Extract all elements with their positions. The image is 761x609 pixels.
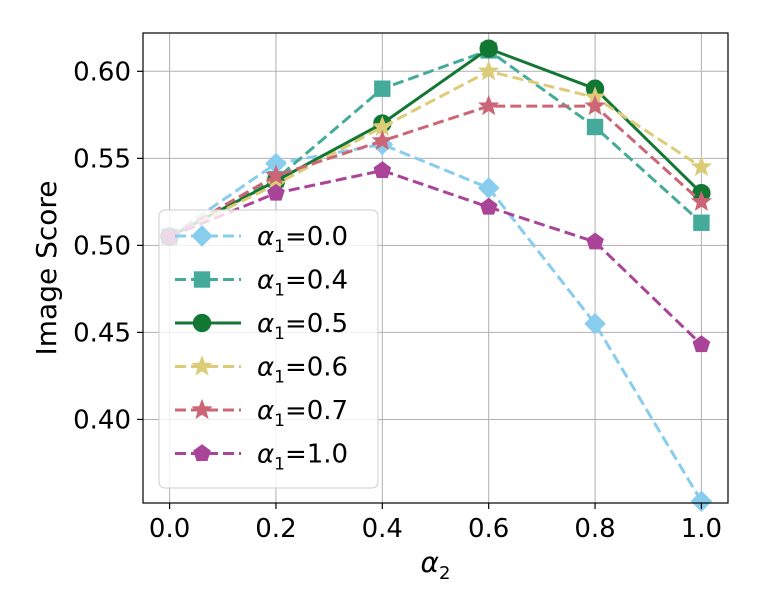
data-point-star (191, 355, 213, 376)
x-tick-label: 0.6 (468, 514, 509, 544)
x-axis-label: α2 (421, 546, 451, 584)
legend-label-subscript: 1 (274, 281, 285, 301)
legend-label-subscript: 1 (274, 411, 285, 431)
series-line (168, 46, 703, 238)
legend-label: α1=0.6 (257, 353, 348, 388)
data-point-diamond (191, 225, 213, 247)
legend: α1=0.0α1=0.4α1=0.5α1=0.6α1=0.7α1=1.0 (158, 209, 379, 489)
data-point-star (584, 94, 606, 116)
x-tick-label: 0.8 (574, 514, 615, 544)
data-point-diamond (584, 312, 606, 335)
data-point-star (478, 94, 500, 116)
legend-label: α1=0.0 (257, 222, 348, 257)
legend-label-symbol: α (257, 440, 274, 470)
data-point-circle (479, 39, 498, 58)
legend-entry: α1=0.0 (175, 222, 348, 257)
legend-entry: α1=0.5 (175, 309, 348, 344)
legend-label: α1=0.4 (257, 266, 348, 301)
legend-label-value: =0.5 (285, 309, 348, 339)
data-point-square (374, 80, 391, 97)
series-line (168, 104, 703, 238)
x-tick-label: 0.2 (255, 514, 296, 544)
y-tick-label: 0.60 (73, 57, 131, 87)
legend-entry: α1=1.0 (175, 440, 348, 475)
data-point-pentagon (267, 183, 285, 201)
series-line (168, 48, 703, 238)
legend-label-subscript: 1 (274, 368, 285, 388)
legend-label: α1=1.0 (257, 440, 348, 475)
legend-label-subscript: 1 (274, 237, 285, 257)
plot-frame (142, 32, 729, 504)
legend-label-subscript: 1 (274, 455, 285, 475)
data-point-star (690, 155, 713, 177)
legend-label: α1=0.5 (257, 309, 348, 344)
x-tick-label: 0.0 (149, 514, 190, 544)
legend-label-value: =0.4 (285, 266, 348, 296)
legend-label-value: =0.0 (285, 222, 348, 252)
y-tick-label: 0.50 (73, 231, 131, 261)
legend-label-value: =1.0 (285, 440, 348, 470)
y-tick-label: 0.55 (73, 144, 131, 174)
x-axis: 0.0 0.2 0.4 0.6 0.8 1.0 (149, 503, 722, 544)
series-5 (160, 161, 711, 353)
x-tick-label: 0.4 (362, 514, 403, 544)
data-point-star (371, 129, 393, 150)
data-point-star (265, 164, 287, 185)
legend-entry: α1=0.7 (175, 396, 348, 431)
data-point-star (478, 60, 500, 81)
data-point-pentagon (193, 444, 211, 462)
legend-entry: α1=0.6 (175, 353, 348, 388)
legend-label-value: =0.6 (285, 353, 348, 383)
legend-label-symbol: α (257, 396, 274, 426)
legend-label-symbol: α (257, 266, 274, 296)
data-point-square (586, 118, 604, 136)
series-line (168, 142, 703, 503)
y-tick-label: 0.45 (73, 318, 131, 348)
legend-label-value: =0.7 (285, 396, 348, 426)
series-line (168, 69, 703, 239)
legend-label-symbol: α (257, 309, 274, 339)
data-point-pentagon (373, 161, 392, 179)
data-point-circle (192, 313, 212, 333)
legend-entry: α1=0.4 (175, 266, 348, 301)
y-axis-label: Image Score (30, 180, 63, 355)
data-point-pentagon (586, 232, 604, 250)
data-point-pentagon (479, 197, 498, 215)
data-point-pentagon (692, 335, 711, 353)
legend-label-symbol: α (257, 353, 274, 383)
y-tick-label: 0.40 (73, 405, 131, 435)
legend-label-subscript: 1 (274, 324, 285, 344)
data-point-star (191, 398, 213, 420)
x-axis-label-subscript: 2 (439, 563, 450, 584)
y-axis: 0.40 0.45 0.50 0.55 0.60 (73, 57, 143, 435)
x-tick-label: 1.0 (681, 514, 722, 544)
legend-label: α1=0.7 (257, 396, 348, 431)
x-axis-label-symbol: α (421, 546, 440, 579)
data-point-square (193, 271, 211, 288)
legend-label-symbol: α (257, 222, 274, 252)
data-point-diamond (690, 490, 713, 513)
series-line (169, 168, 703, 346)
data-point-square (693, 214, 710, 231)
data-point-star (690, 190, 713, 211)
